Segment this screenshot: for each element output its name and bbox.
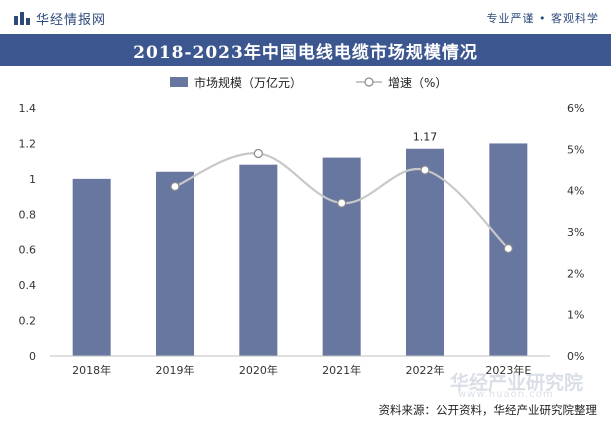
brand-logo-icon [14, 12, 30, 25]
watermark-url: www.huaon.com [458, 389, 554, 400]
y-right-tick-label: 0% [567, 350, 584, 363]
legend-label-growth-rate: 增速（%） [388, 76, 447, 90]
y-right-tick-label: 4% [567, 185, 584, 198]
legend-line-marker [364, 77, 374, 87]
growth-rate-point [420, 165, 430, 175]
growth-rate-point [337, 198, 347, 208]
y-left-tick-label: 0.4 [19, 279, 37, 292]
x-tick-label: 2020年 [239, 363, 278, 377]
x-tick-label: 2023年E [485, 363, 531, 377]
slogan: 专业严谨 • 客观科学 [486, 12, 599, 25]
top-header: 华经情报网 专业严谨 • 客观科学 [0, 0, 611, 34]
y-left-tick-label: 1.2 [19, 137, 37, 150]
chart-title: 2018-2023年中国电线电缆市场规模情况 [133, 42, 478, 63]
legend-label-market-size: 市场规模（万亿元） [194, 75, 302, 90]
y-right-tick-label: 1% [567, 309, 584, 322]
y-right-tick-label: 3% [567, 226, 584, 239]
legend-bar-swatch [170, 77, 188, 87]
y-left-tick-label: 0.6 [19, 244, 37, 257]
source-credit: 资料来源：公开资料，华经产业研究院整理 [378, 403, 598, 417]
brand: 华经情报网 [14, 9, 106, 28]
x-tick-label: 2022年 [406, 363, 445, 377]
growth-rate-point [170, 181, 180, 192]
data-label: 1.17 [413, 131, 438, 144]
y-right-tick-label: 2% [567, 267, 584, 280]
bar [72, 178, 111, 356]
y-left-tick-label: 1 [29, 173, 36, 186]
y-left-tick-label: 0.8 [19, 208, 37, 221]
bar [406, 148, 444, 356]
watermark-logo: 华经产业研究院 [450, 372, 584, 394]
x-tick-label: 2018年 [72, 363, 111, 377]
growth-rate-point [503, 243, 513, 254]
y-left-tick-label: 0 [29, 350, 36, 363]
growth-rate-point [253, 148, 263, 159]
bar [156, 171, 194, 356]
y-right-tick-label: 5% [567, 143, 584, 156]
x-tick-label: 2021年 [322, 363, 361, 377]
title-bar: 2018-2023年中国电线电缆市场规模情况 [0, 34, 611, 66]
y-left-tick-label: 0.2 [19, 315, 37, 328]
y-left-tick-label: 1.4 [19, 102, 37, 115]
bar [239, 164, 278, 356]
x-tick-label: 2019年 [156, 363, 195, 377]
y-right-tick-label: 6% [567, 102, 584, 115]
brand-name: 华经情报网 [36, 13, 107, 28]
bar [322, 157, 361, 356]
